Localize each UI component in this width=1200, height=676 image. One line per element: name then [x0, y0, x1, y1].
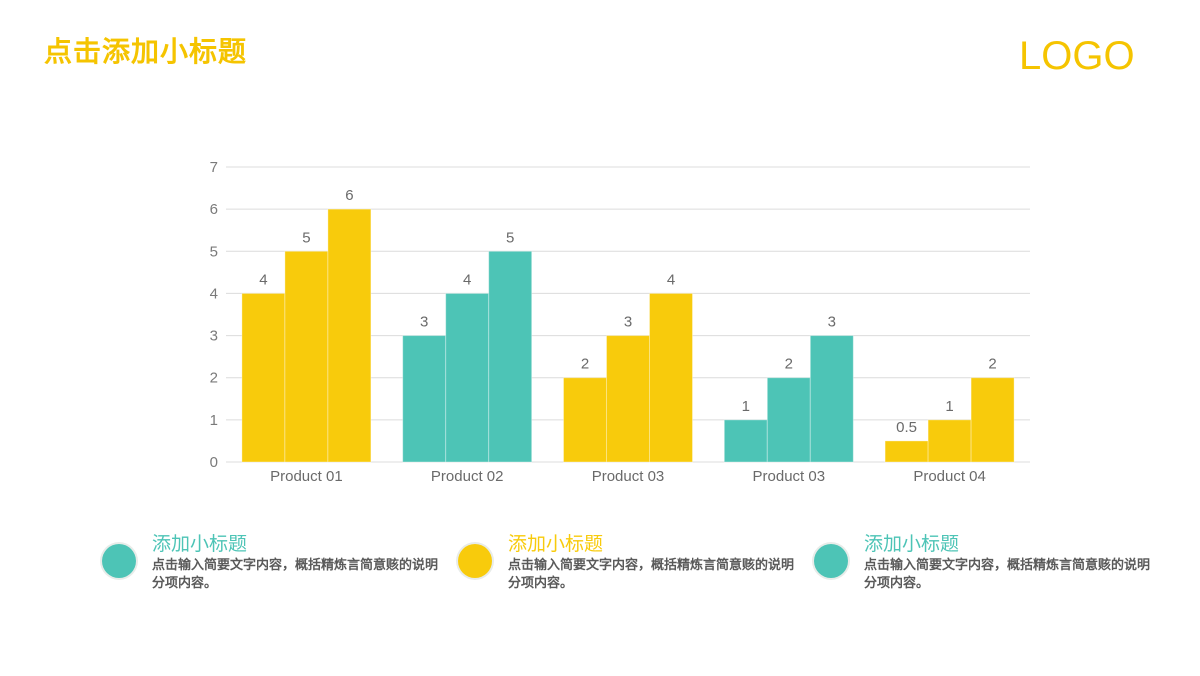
page-title: 点击添加小标题 [44, 35, 248, 68]
x-tick-label: Product 03 [753, 468, 826, 485]
bar-value-label: 6 [345, 187, 353, 204]
legend-dot-icon [814, 544, 848, 578]
bar [766, 377, 811, 463]
bar [723, 419, 768, 463]
bar-value-label: 4 [463, 271, 471, 288]
logo: LOGO [1019, 34, 1135, 78]
legend-dot-icon [458, 544, 492, 578]
y-tick-label: 4 [210, 285, 218, 302]
bar [809, 335, 854, 463]
y-tick-label: 1 [210, 412, 218, 429]
bar [488, 250, 533, 463]
bar-value-label: 2 [988, 356, 996, 373]
legend-item-3: 添加小标题 点击输入简要文字内容，概括精炼言简意赅的说明分项内容。 [814, 532, 1150, 602]
x-tick-label: Product 03 [592, 468, 665, 485]
y-tick-label: 6 [210, 201, 218, 218]
bar [884, 440, 929, 463]
bar-value-label: 5 [506, 229, 514, 246]
legend-title: 添加小标题 [864, 533, 960, 555]
bar-value-label: 3 [624, 314, 632, 331]
bar-value-label: 3 [420, 314, 428, 331]
bar-value-label: 0.5 [896, 419, 917, 436]
bar [970, 377, 1015, 463]
legend-item-1: 添加小标题 点击输入简要文字内容，概括精炼言简意赅的说明分项内容。 [102, 532, 438, 602]
bar-value-label: 2 [581, 356, 589, 373]
chart-bars [241, 208, 1015, 463]
bar-value-label: 3 [828, 314, 836, 331]
legend-dot-icon [102, 544, 136, 578]
bar [284, 250, 329, 463]
y-tick-label: 5 [210, 243, 218, 260]
bar [402, 335, 447, 463]
bar-value-label: 4 [667, 271, 675, 288]
x-axis: Product 01 Product 02 Product 03 Product 03… [270, 468, 986, 485]
legend-title: 添加小标题 [508, 533, 604, 555]
bar-value-label: 5 [302, 229, 310, 246]
bar-value-label: 1 [945, 398, 953, 415]
data-labels: 4 5 6 3 4 5 2 3 4 1 2 3 0.5 1 2 [259, 187, 997, 436]
legend-description: 点击输入简要文字内容，概括精炼言简意赅的说明分项内容。 [508, 558, 795, 591]
bar [649, 292, 693, 463]
y-tick-label: 7 [210, 159, 218, 176]
bar [563, 377, 607, 463]
legend-title: 添加小标题 [152, 533, 248, 555]
bar [927, 419, 972, 463]
bar [606, 335, 650, 463]
y-tick-label: 2 [210, 370, 218, 387]
y-axis: 0 1 2 3 4 5 6 7 [210, 159, 218, 471]
y-tick-label: 3 [210, 328, 218, 345]
legend-description: 点击输入简要文字内容，概括精炼言简意赅的说明分项内容。 [864, 558, 1151, 591]
x-tick-label: Product 01 [270, 468, 343, 485]
x-tick-label: Product 04 [913, 468, 986, 485]
x-tick-label: Product 02 [431, 468, 504, 485]
y-tick-label: 0 [210, 454, 218, 471]
bar-value-label: 4 [259, 271, 267, 288]
bar [445, 292, 490, 463]
bar [241, 292, 286, 463]
bar-value-label: 1 [742, 398, 750, 415]
legend-description: 点击输入简要文字内容，概括精炼言简意赅的说明分项内容。 [152, 558, 439, 591]
legend-item-2: 添加小标题 点击输入简要文字内容，概括精炼言简意赅的说明分项内容。 [458, 532, 794, 602]
bar-value-label: 2 [785, 356, 793, 373]
bar [327, 208, 372, 463]
